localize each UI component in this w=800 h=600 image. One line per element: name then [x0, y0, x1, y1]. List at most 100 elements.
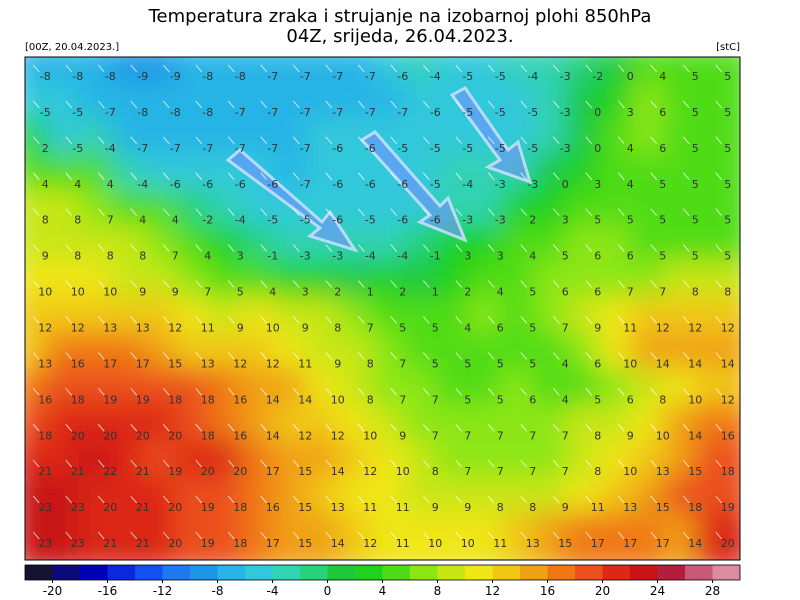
temperature-value: 10 — [428, 537, 442, 550]
temperature-value: 14 — [298, 393, 312, 406]
temperature-value: 12 — [298, 429, 312, 442]
temperature-value: -8 — [170, 106, 181, 119]
wind-barb — [390, 459, 398, 468]
temperature-value: 11 — [298, 357, 312, 370]
colorbar-cell — [630, 565, 658, 580]
wind-barb — [357, 208, 365, 217]
temperature-value: -6 — [397, 70, 408, 83]
wind-barb — [195, 316, 203, 324]
temperature-value: 5 — [594, 214, 601, 227]
temperature-value: -3 — [560, 70, 571, 83]
temperature-value: -5 — [397, 142, 408, 155]
wind-barb — [130, 387, 138, 396]
colorbar-cell — [602, 565, 631, 580]
temperature-value: -5 — [495, 70, 506, 83]
wind-barb — [325, 208, 333, 217]
temperature-value: -5 — [72, 106, 83, 119]
wind-barb — [32, 244, 40, 252]
temperature-value: 11 — [623, 321, 637, 334]
wind-barb — [325, 459, 333, 468]
temperature-value: 1 — [367, 286, 374, 299]
wind-barb — [520, 64, 528, 73]
wind-barb — [130, 100, 138, 109]
temperature-value: -7 — [300, 142, 311, 155]
wind-barb — [65, 280, 73, 288]
temperature-value: 21 — [136, 537, 150, 550]
wind-barb — [487, 423, 495, 432]
wind-barb — [682, 208, 690, 217]
wind-barb — [227, 387, 235, 396]
wind-barb — [260, 244, 268, 252]
wind-barb — [520, 459, 528, 468]
temperature-value: 5 — [594, 393, 601, 406]
temperature-value: 7 — [204, 286, 211, 299]
wind-barb — [390, 100, 398, 109]
wind-barb — [260, 280, 268, 288]
temperature-value: 21 — [38, 465, 52, 478]
temperature-value: 0 — [594, 142, 601, 155]
wind-barb — [715, 459, 723, 468]
temperature-value: 5 — [724, 178, 731, 191]
wind-barb — [487, 172, 495, 181]
temperature-value: 10 — [363, 429, 377, 442]
temperature-value: 7 — [399, 393, 406, 406]
wind-barb — [552, 531, 560, 540]
wind-barb — [292, 531, 300, 540]
wind-barb — [195, 208, 203, 217]
wind-barb — [520, 316, 528, 324]
temperature-value: -3 — [560, 106, 571, 119]
wind-barb — [682, 352, 690, 360]
wind-barb — [455, 423, 463, 432]
temperature-value: -9 — [170, 70, 181, 83]
wind-barb — [195, 495, 203, 504]
temperature-value: 5 — [724, 106, 731, 119]
wind-barb — [325, 423, 333, 432]
temperature-value: 11 — [201, 321, 215, 334]
wind-barb — [32, 64, 40, 73]
temperature-value: 5 — [432, 357, 439, 370]
wind-barb — [65, 244, 73, 252]
colorbar-cell — [465, 565, 493, 580]
temperature-value: 16 — [233, 429, 247, 442]
wind-barb — [487, 208, 495, 217]
temperature-value: 4 — [497, 286, 504, 299]
temperature-value: -8 — [72, 70, 83, 83]
temperature-value: 5 — [692, 214, 699, 227]
wind-barb — [32, 531, 40, 540]
wind-barb — [325, 64, 333, 73]
wind-barb — [260, 100, 268, 109]
temperature-value: -6 — [430, 106, 441, 119]
wind-barb — [97, 172, 105, 181]
wind-barb — [162, 387, 170, 396]
wind-barb — [390, 64, 398, 73]
wind-barb — [195, 531, 203, 540]
wind-barb — [520, 208, 528, 217]
field-values: -8 -8 -8 -9 -9 -8 -8 -7 -7 -7 -7 -6 -4 -5 -5 -4 -3 -2 0 4 5 5… — [32, 64, 735, 550]
wind-barb — [292, 244, 300, 252]
colorbar-tick-label: 28 — [705, 584, 720, 598]
temperature-value: 23 — [71, 501, 85, 514]
temperature-value: 23 — [38, 501, 52, 514]
temperature-value: 13 — [103, 321, 117, 334]
colorbar-cell — [437, 565, 466, 580]
temperature-value: 5 — [399, 321, 406, 334]
temperature-value: 4 — [139, 214, 146, 227]
wind-barb — [390, 172, 398, 181]
wind-barb — [552, 387, 560, 396]
wind-barb — [455, 100, 463, 109]
wind-barb — [422, 352, 430, 360]
colorbar-tick-label: 24 — [650, 584, 665, 598]
temperature-value: 5 — [497, 357, 504, 370]
temperature-value: 20 — [721, 537, 735, 550]
wind-barb — [520, 495, 528, 504]
wind-barb — [325, 136, 333, 145]
wind-barb — [260, 64, 268, 73]
temperature-value: 2 — [334, 286, 341, 299]
temperature-value: 4 — [107, 178, 114, 191]
wind-barb — [520, 172, 528, 181]
temperature-value: -6 — [332, 178, 343, 191]
temperature-value: 8 — [367, 393, 374, 406]
wind-barb — [65, 531, 73, 540]
temperature-value: -3 — [527, 178, 538, 191]
